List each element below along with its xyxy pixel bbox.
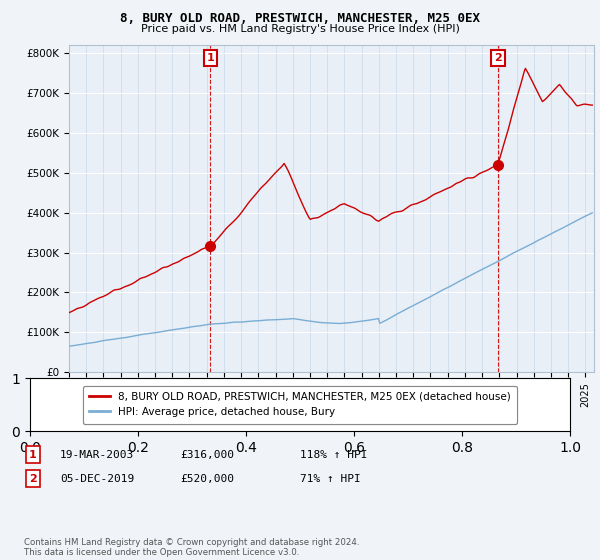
Text: £520,000: £520,000	[180, 474, 234, 484]
Text: 05-DEC-2019: 05-DEC-2019	[60, 474, 134, 484]
Text: 1: 1	[29, 450, 37, 460]
Text: 2: 2	[29, 474, 37, 484]
Text: 118% ↑ HPI: 118% ↑ HPI	[300, 450, 367, 460]
Text: 19-MAR-2003: 19-MAR-2003	[60, 450, 134, 460]
Text: £316,000: £316,000	[180, 450, 234, 460]
Text: 8, BURY OLD ROAD, PRESTWICH, MANCHESTER, M25 0EX: 8, BURY OLD ROAD, PRESTWICH, MANCHESTER,…	[120, 12, 480, 25]
Text: Price paid vs. HM Land Registry's House Price Index (HPI): Price paid vs. HM Land Registry's House …	[140, 24, 460, 34]
Text: 71% ↑ HPI: 71% ↑ HPI	[300, 474, 361, 484]
Text: 2: 2	[494, 53, 502, 63]
Text: Contains HM Land Registry data © Crown copyright and database right 2024.
This d: Contains HM Land Registry data © Crown c…	[24, 538, 359, 557]
Legend: 8, BURY OLD ROAD, PRESTWICH, MANCHESTER, M25 0EX (detached house), HPI: Average : 8, BURY OLD ROAD, PRESTWICH, MANCHESTER,…	[83, 385, 517, 424]
Text: 1: 1	[206, 53, 214, 63]
